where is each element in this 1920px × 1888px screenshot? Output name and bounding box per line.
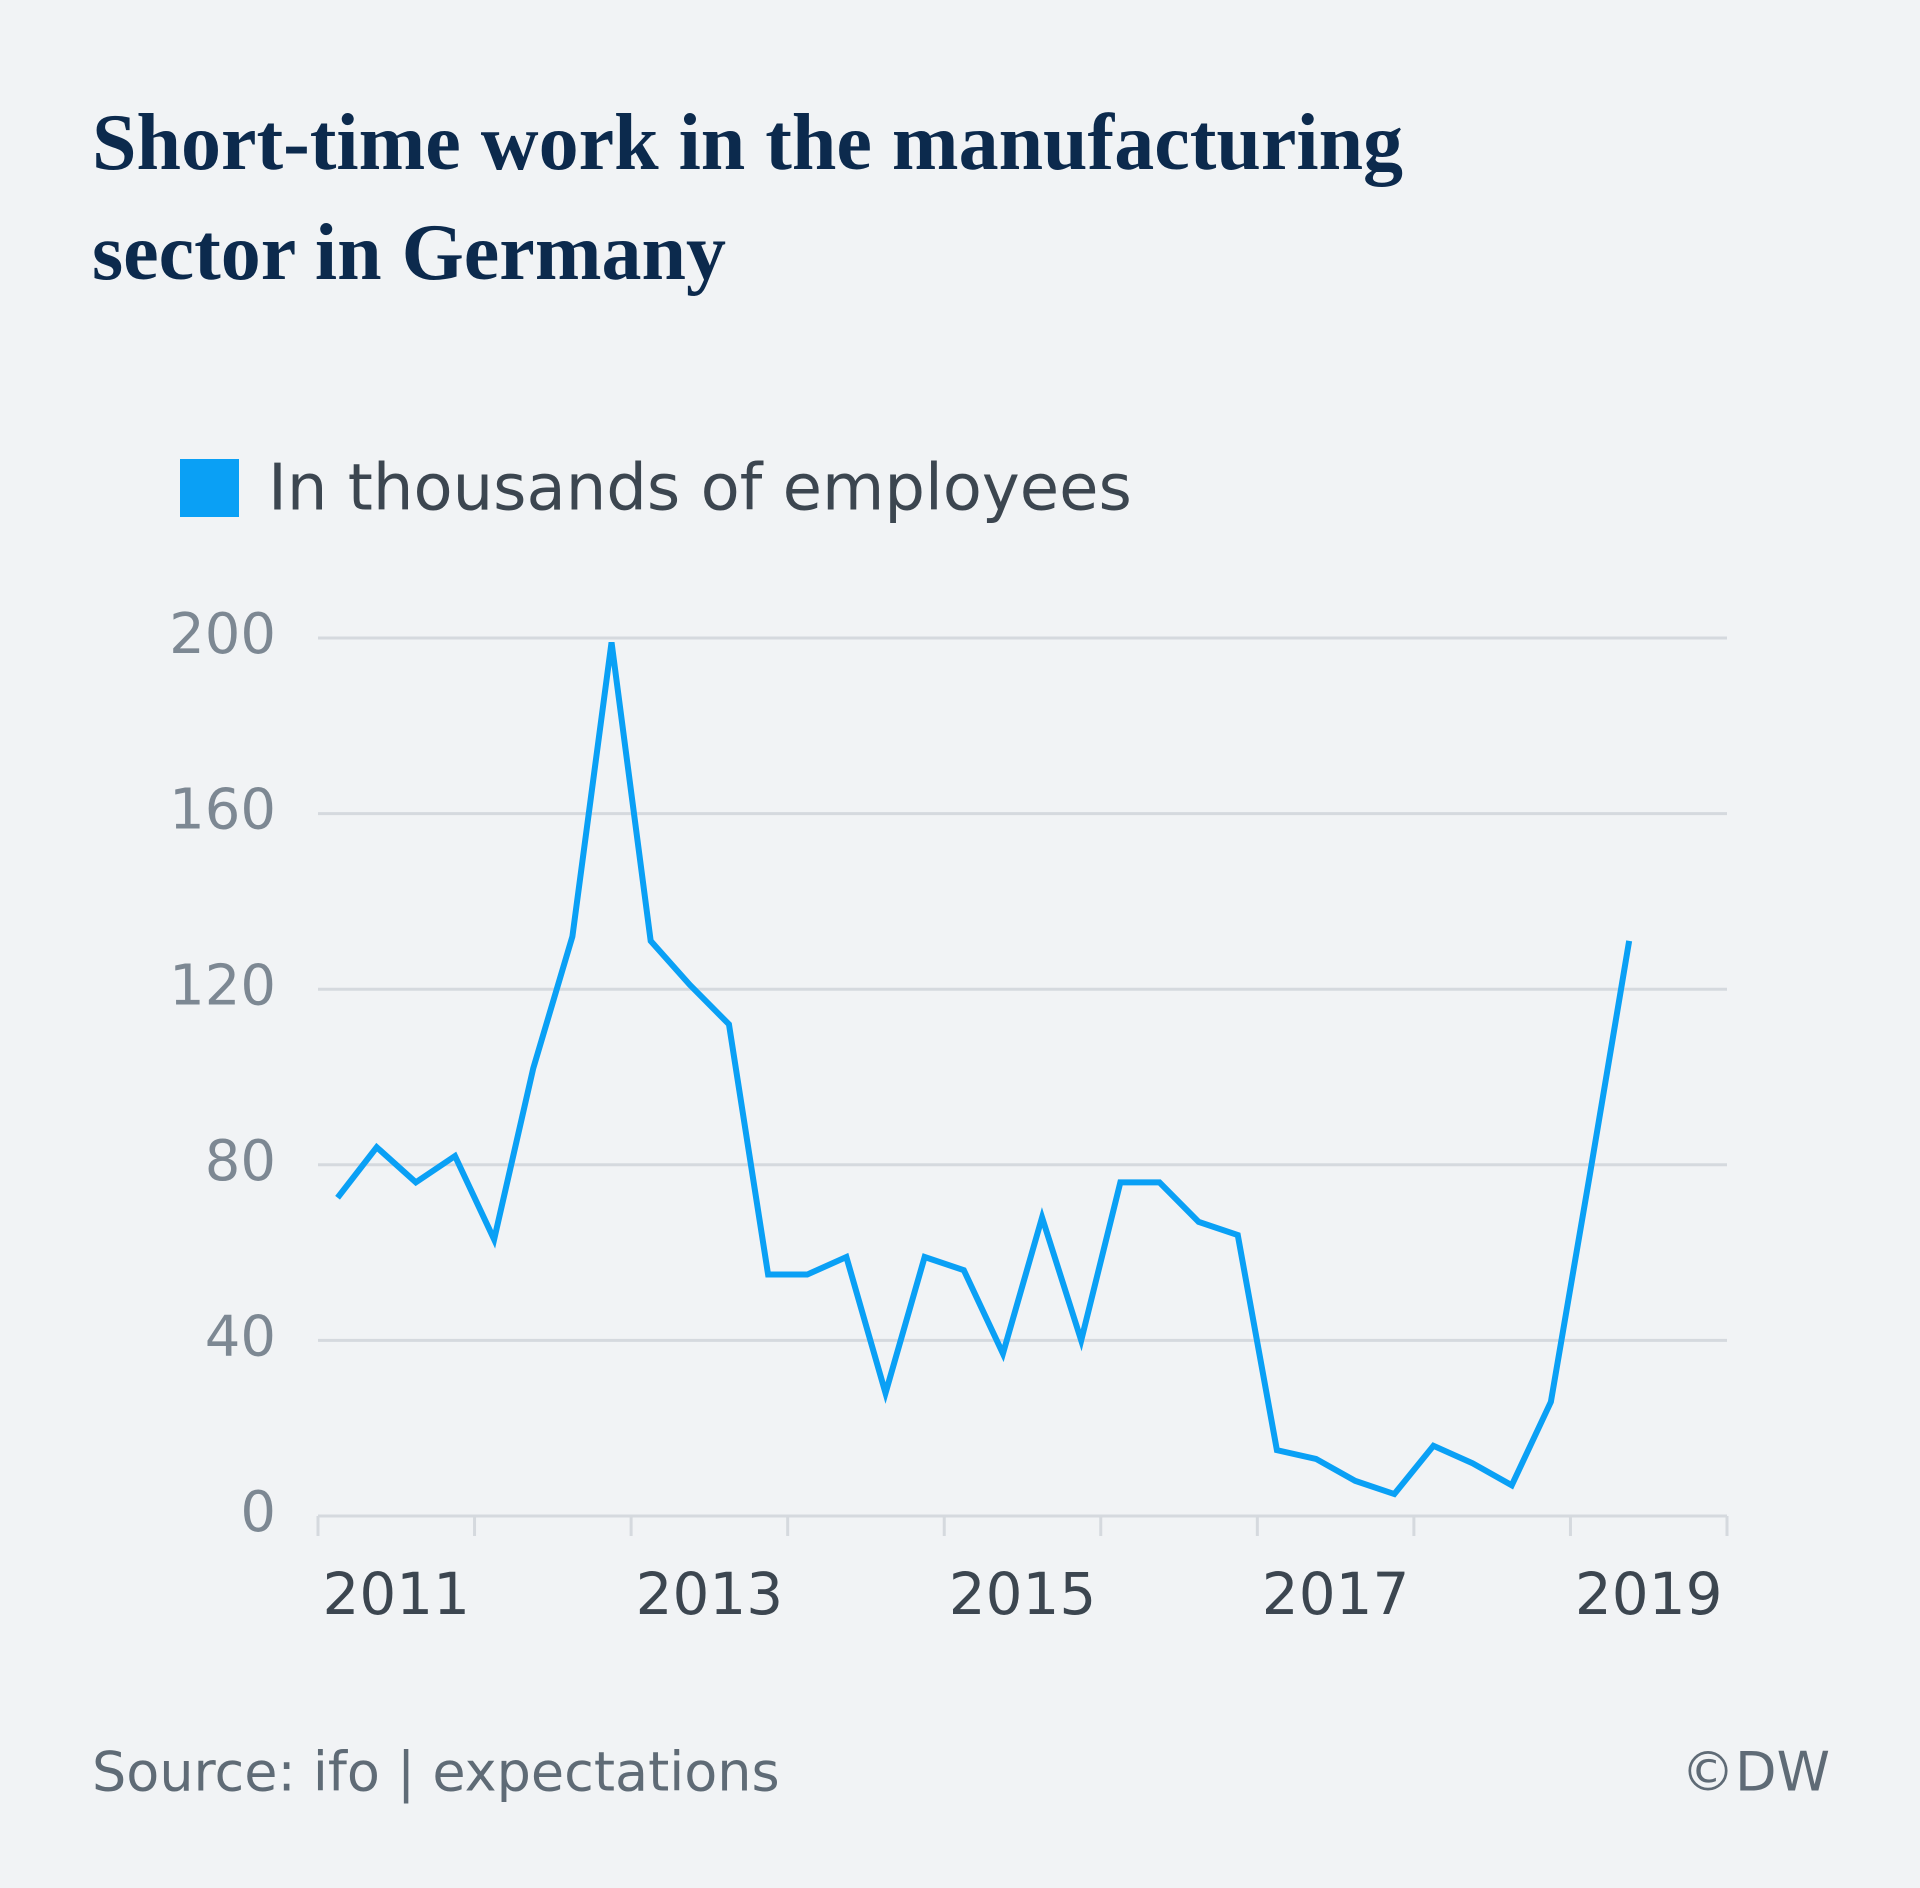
source: Source: ifo | expectations (92, 1741, 780, 1804)
y-tick-label: 40 (205, 1305, 276, 1370)
data-line (335, 641, 1633, 1498)
y-tick-label: 160 (169, 778, 276, 843)
y-tick-label: 120 (169, 953, 276, 1018)
x-tick-label: 2013 (636, 1560, 784, 1628)
y-tick-label: 200 (169, 602, 276, 667)
x-tick-label: 2017 (1262, 1560, 1410, 1628)
x-tick-label: 2019 (1575, 1560, 1723, 1628)
legend-label: In thousands of employees (268, 452, 1132, 526)
y-tick-label: 0 (240, 1480, 276, 1545)
legend-swatch (180, 459, 239, 517)
credit: ©DW (1681, 1741, 1830, 1804)
x-tick-label: 2011 (322, 1560, 470, 1628)
y-tick-label: 80 (205, 1129, 276, 1194)
x-tick-label: 2015 (949, 1560, 1097, 1628)
chart-title: Short-time work in the manufacturing sec… (92, 99, 1404, 297)
